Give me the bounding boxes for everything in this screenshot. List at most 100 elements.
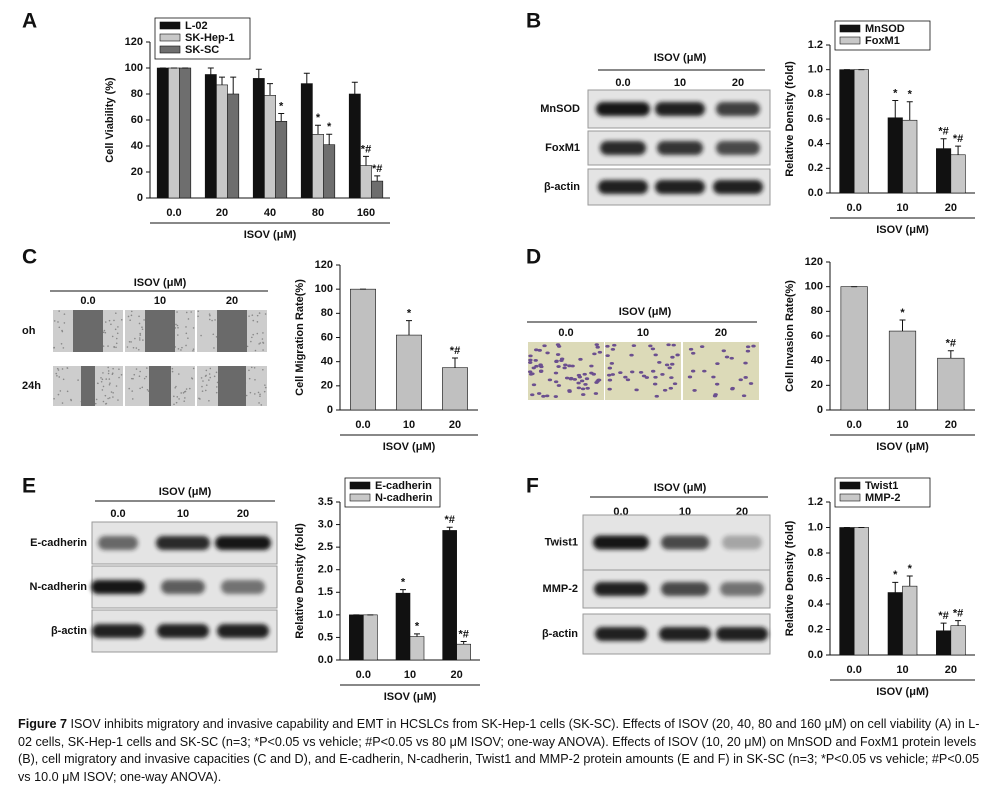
y-tick-label: 120 — [125, 36, 143, 48]
cell-speck — [208, 373, 211, 375]
cell-speck — [205, 384, 208, 386]
y-tick-label: 0.6 — [808, 572, 823, 584]
invaded-cell — [538, 369, 544, 373]
invaded-cell — [555, 353, 561, 356]
invaded-cell — [751, 344, 756, 348]
cell-speck — [205, 374, 207, 377]
cell-speck — [250, 340, 252, 343]
invaded-cell — [713, 393, 718, 396]
x-tick-label: 80 — [312, 207, 324, 219]
column-label: 20 — [237, 508, 249, 520]
y-tick-label: 120 — [805, 256, 823, 268]
x-tick-label: 20 — [945, 419, 957, 431]
panel-letter: E — [22, 475, 36, 498]
x-tick-label: 20 — [449, 419, 461, 431]
cell-speck — [107, 345, 109, 347]
bar — [156, 67, 169, 199]
invaded-cell — [536, 392, 542, 395]
bar — [395, 592, 411, 661]
cell-speck — [138, 375, 141, 377]
cell-speck — [192, 348, 195, 350]
error-bar — [207, 67, 214, 75]
cell-speck — [107, 370, 110, 372]
invaded-cell — [667, 366, 672, 370]
invaded-cell — [687, 375, 693, 379]
cell-speck — [213, 347, 215, 349]
error-bar — [892, 100, 899, 118]
cell-speck — [126, 346, 129, 348]
cell-speck — [104, 331, 107, 334]
invaded-cell — [672, 382, 678, 386]
cell-speck — [254, 349, 257, 352]
invaded-cell — [607, 366, 613, 370]
invaded-cell — [533, 358, 538, 362]
invaded-cell — [610, 373, 616, 376]
invaded-cell — [669, 376, 674, 380]
cell-speck — [248, 377, 251, 380]
cell-speck — [111, 372, 114, 374]
y-tick-label: 20 — [321, 380, 333, 392]
y-tick-label: 80 — [321, 307, 333, 319]
legend-label: N-cadherin — [375, 492, 433, 504]
invaded-cell — [576, 381, 581, 385]
y-tick-label: 0 — [327, 404, 333, 416]
significance-label: * — [908, 563, 913, 575]
cell-speck — [137, 348, 140, 351]
x-tick-label: 0.0 — [847, 419, 862, 431]
cell-speck — [135, 347, 138, 349]
cell-speck — [128, 340, 131, 343]
error-bar — [400, 589, 406, 594]
legend-swatch — [839, 24, 861, 33]
cell-speck — [204, 389, 207, 392]
y-tick-label: 2.5 — [318, 541, 333, 553]
x-tick-label: 10 — [896, 419, 908, 431]
invaded-cell — [730, 386, 735, 390]
cell-speck — [213, 375, 216, 378]
cell-speck — [176, 324, 179, 327]
x-tick-label: 10 — [403, 419, 415, 431]
invaded-cell — [625, 378, 631, 382]
y-tick-label: 3.5 — [318, 496, 333, 508]
image-axis-label: ISOV (μM) — [134, 277, 187, 289]
row-label: MMP-2 — [543, 583, 578, 595]
bar — [950, 625, 966, 656]
invaded-cell — [589, 371, 594, 375]
cell-speck — [262, 349, 264, 351]
cell-speck — [258, 312, 261, 314]
invaded-cell — [670, 362, 675, 366]
cell-speck — [58, 310, 60, 312]
error-bar — [351, 81, 358, 94]
cell-speck — [187, 337, 189, 340]
row-label: 24h — [22, 380, 41, 392]
cell-speck — [53, 397, 55, 400]
cell-speck — [127, 315, 130, 318]
cell-speck — [177, 334, 179, 336]
column-label: 20 — [715, 327, 727, 339]
cell-speck — [101, 378, 104, 381]
blot-band — [157, 624, 209, 638]
error-bar — [230, 76, 237, 94]
invaded-cell — [623, 375, 628, 379]
legend-label: FoxM1 — [865, 35, 900, 47]
cell-speck — [141, 326, 143, 328]
invaded-cell — [544, 394, 550, 398]
error-bar — [955, 145, 962, 155]
cell-speck — [180, 349, 182, 351]
cell-speck — [264, 384, 266, 386]
legend-swatch — [839, 36, 861, 45]
y-axis-title: Cell Migration Rate(%) — [294, 279, 306, 396]
cell-speck — [249, 391, 252, 394]
bar — [887, 592, 903, 656]
cell-speck — [61, 368, 64, 370]
invaded-cell — [576, 373, 582, 377]
y-tick-label: 40 — [811, 355, 823, 367]
cell-speck — [56, 367, 59, 370]
cell-speck — [254, 393, 256, 395]
invaded-cell — [572, 377, 578, 381]
cell-speck — [142, 339, 144, 341]
error-bar — [326, 133, 333, 145]
invaded-cell — [652, 382, 658, 386]
cell-speck — [260, 404, 263, 406]
blot-band — [661, 535, 709, 550]
invaded-cell — [537, 348, 542, 352]
